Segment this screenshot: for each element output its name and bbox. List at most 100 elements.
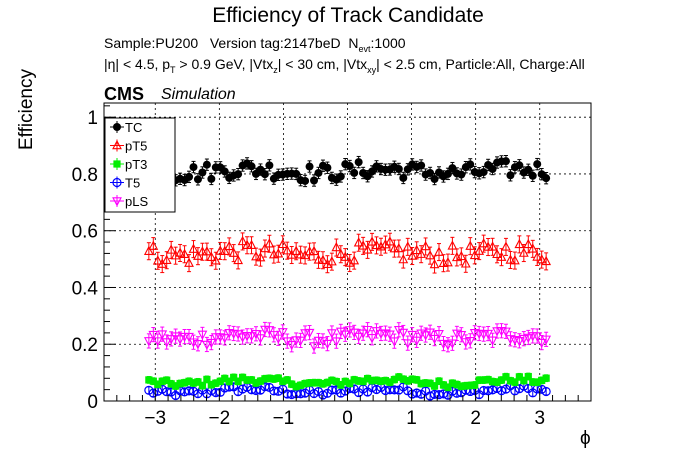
data-point bbox=[354, 158, 363, 167]
data-point bbox=[335, 327, 346, 337]
data-point bbox=[487, 336, 498, 346]
data-point bbox=[207, 381, 215, 389]
data-point bbox=[502, 373, 510, 381]
data-point bbox=[344, 257, 355, 267]
data-point bbox=[430, 175, 439, 184]
data-point bbox=[538, 376, 546, 384]
data-point bbox=[368, 377, 376, 385]
data-point bbox=[198, 382, 207, 390]
data-point bbox=[301, 379, 309, 388]
data-point bbox=[161, 338, 172, 348]
data-point bbox=[460, 258, 471, 268]
data-point bbox=[184, 257, 194, 267]
data-point bbox=[143, 337, 154, 347]
data-point bbox=[447, 339, 458, 349]
data-point bbox=[453, 380, 461, 389]
data-point bbox=[376, 241, 386, 251]
series-pT5 bbox=[143, 232, 552, 274]
y-tick-label: 0.8 bbox=[72, 165, 98, 186]
data-point bbox=[170, 332, 181, 342]
axes: −3 −2 −1 0 1 2 3 0 0.2 0.4 0.6 0.8 1 bbox=[72, 105, 592, 429]
data-point bbox=[350, 168, 359, 177]
data-point bbox=[505, 254, 516, 264]
data-point bbox=[246, 332, 257, 342]
data-point bbox=[377, 377, 385, 385]
data-point bbox=[386, 378, 394, 386]
data-point bbox=[260, 242, 270, 253]
data-point bbox=[225, 377, 233, 386]
data-point bbox=[264, 326, 275, 336]
data-point bbox=[484, 376, 492, 384]
data-point bbox=[532, 332, 543, 342]
n-events-label: Nevt:1000 bbox=[348, 35, 406, 54]
series-T5 bbox=[144, 381, 551, 401]
data-point bbox=[479, 168, 488, 177]
legend-label: pT3 bbox=[125, 157, 147, 172]
data-point bbox=[292, 382, 300, 391]
data-point bbox=[456, 331, 467, 341]
data-point bbox=[380, 238, 391, 249]
data-point bbox=[475, 376, 483, 384]
y-tick-label: 0 bbox=[87, 392, 98, 413]
data-point bbox=[416, 248, 427, 258]
data-point bbox=[175, 247, 186, 257]
data-point bbox=[367, 334, 377, 344]
data-point bbox=[260, 170, 269, 179]
data-point bbox=[393, 326, 404, 336]
x-tick-label: 0 bbox=[342, 408, 353, 429]
legend-entry-pT3: pT3 bbox=[110, 157, 147, 172]
legend-label: TC bbox=[125, 120, 142, 135]
data-point bbox=[326, 256, 337, 266]
x-axis-label: ϕ bbox=[580, 428, 591, 449]
data-point bbox=[501, 327, 511, 337]
data-point bbox=[381, 377, 390, 385]
data-point bbox=[322, 258, 333, 268]
data-point bbox=[152, 337, 163, 347]
data-point bbox=[541, 255, 552, 266]
data-point bbox=[283, 376, 291, 384]
data-point bbox=[448, 164, 457, 173]
data-point bbox=[384, 236, 395, 246]
data-point bbox=[346, 379, 354, 388]
data-point bbox=[148, 240, 159, 250]
data-point bbox=[194, 378, 202, 386]
data-point bbox=[301, 176, 310, 185]
data-point bbox=[408, 375, 416, 383]
data-point bbox=[528, 171, 537, 180]
data-point bbox=[353, 237, 364, 247]
data-point bbox=[465, 337, 476, 347]
legend-entry-pLS: pLS bbox=[110, 194, 148, 209]
data-point bbox=[163, 376, 171, 384]
data-point bbox=[189, 379, 198, 387]
data-point bbox=[466, 160, 475, 169]
data-point bbox=[422, 379, 430, 387]
data-point bbox=[420, 331, 431, 341]
series-pLS bbox=[143, 321, 552, 354]
data-point bbox=[344, 326, 355, 336]
data-point bbox=[457, 170, 466, 179]
y-tick-label: 1 bbox=[87, 108, 98, 129]
data-point bbox=[113, 123, 121, 131]
data-point bbox=[462, 382, 470, 390]
data-point bbox=[176, 379, 184, 388]
data-point bbox=[399, 173, 408, 182]
simulation-label: Simulation bbox=[161, 86, 236, 103]
x-tick-label: −3 bbox=[144, 408, 166, 429]
data-point bbox=[536, 254, 547, 264]
data-point bbox=[524, 372, 532, 381]
legend-label: pT5 bbox=[125, 139, 147, 154]
data-point bbox=[420, 240, 431, 251]
data-point bbox=[542, 174, 551, 183]
data-point bbox=[496, 251, 507, 261]
data-point bbox=[277, 328, 288, 338]
data-point bbox=[389, 337, 400, 347]
data-point bbox=[523, 333, 534, 344]
data-point bbox=[345, 162, 354, 171]
data-point bbox=[358, 240, 369, 250]
data-point bbox=[435, 377, 443, 385]
data-point bbox=[314, 379, 323, 387]
data-point bbox=[291, 245, 302, 256]
data-point bbox=[180, 379, 189, 387]
legend-entry-T5: T5 bbox=[110, 176, 140, 191]
data-point bbox=[367, 236, 377, 246]
